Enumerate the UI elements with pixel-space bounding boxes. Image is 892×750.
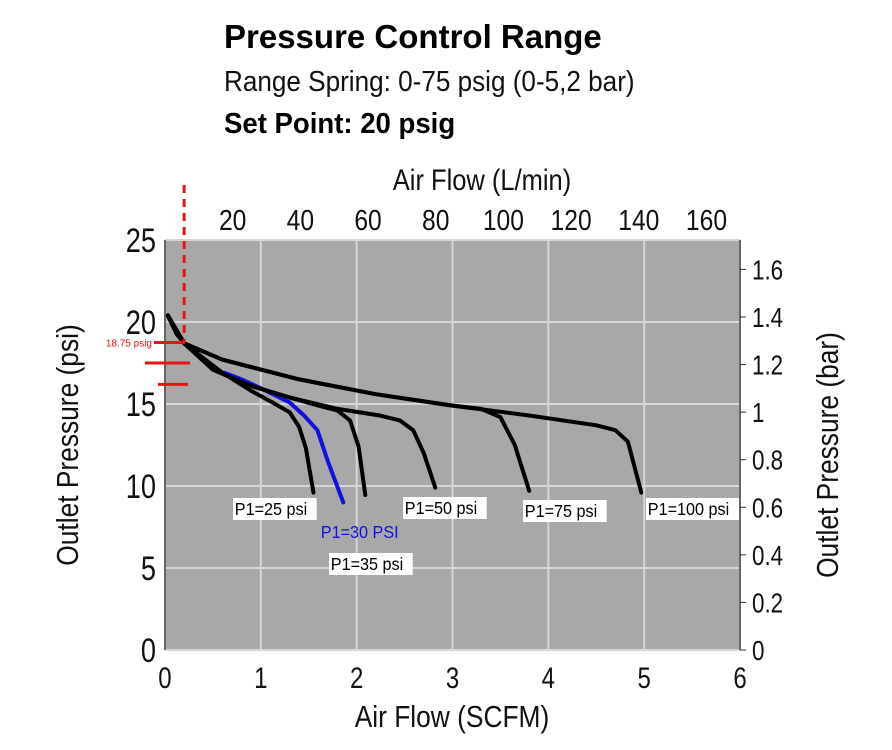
x2-tick-label: 120 [551,204,592,236]
y2-axis-title: Outlet Pressure (bar) [811,332,845,578]
y-tick-label: 0 [141,631,156,670]
series-line-p1-30-psi [222,370,346,505]
y2-tick-label: 1.6 [752,255,783,286]
series-label-box [646,498,739,520]
x2-tick-label: 80 [422,204,449,236]
x2-tick-label: 140 [618,204,659,236]
y2-tick-label: 0.4 [752,541,783,572]
y2-tick-label: 0 [752,636,764,667]
series-label: P1=100 psi [648,499,729,519]
x-tick-label: 1 [254,660,267,694]
x2-tick-label: 160 [686,204,727,236]
series-label: P1=75 psi [525,501,597,521]
y-axis-title: Outlet Pressure (psi) [51,324,85,565]
series-label: P1=30 PSI [321,522,399,542]
series-label: P1=25 psi [235,499,307,519]
y2-tick-label: 0.6 [752,493,783,524]
x2-tick-label: 60 [354,204,381,236]
x-tick-label: 2 [350,660,363,694]
x2-tick-label: 20 [219,204,246,236]
series-label-box [523,500,607,522]
marker-label: 18.75 psig [106,339,152,350]
set-point-label: Set Point: 20 psig [224,108,456,140]
series-label-box [329,553,413,575]
y2-tick-label: 0.2 [752,588,783,619]
chart-subtitle: Range Spring: 0-75 psig (0-5,2 bar) [224,66,635,98]
y2-tick-label: 1.2 [752,350,783,381]
series-label-box [233,498,317,520]
series-line-p1-100-psi [165,313,644,495]
x-tick-label: 0 [158,660,171,694]
x2-axis-title: Air Flow (L/min) [393,163,571,196]
x-tick-label: 4 [542,660,555,694]
x-tick-label: 3 [446,660,459,694]
y-tick-label: 20 [126,303,156,342]
series-label: P1=50 psi [405,498,477,518]
y2-tick-label: 0.8 [752,445,783,476]
chart-title: Pressure Control Range [224,18,602,55]
y-tick-label: 25 [126,221,156,260]
series-label-box [403,497,487,519]
x-tick-label: 6 [733,660,746,694]
y2-tick-label: 1.4 [752,303,783,334]
y-tick-label: 15 [126,385,156,424]
y2-tick-label: 1 [752,398,764,429]
series-label: P1=35 psi [331,554,403,574]
y-tick-label: 10 [126,467,156,506]
y-tick-label: 5 [141,549,156,588]
x2-tick-label: 100 [483,204,524,236]
x-tick-label: 5 [637,660,650,694]
x-axis-title: Air Flow (SCFM) [355,700,550,734]
x2-tick-label: 40 [287,204,314,236]
